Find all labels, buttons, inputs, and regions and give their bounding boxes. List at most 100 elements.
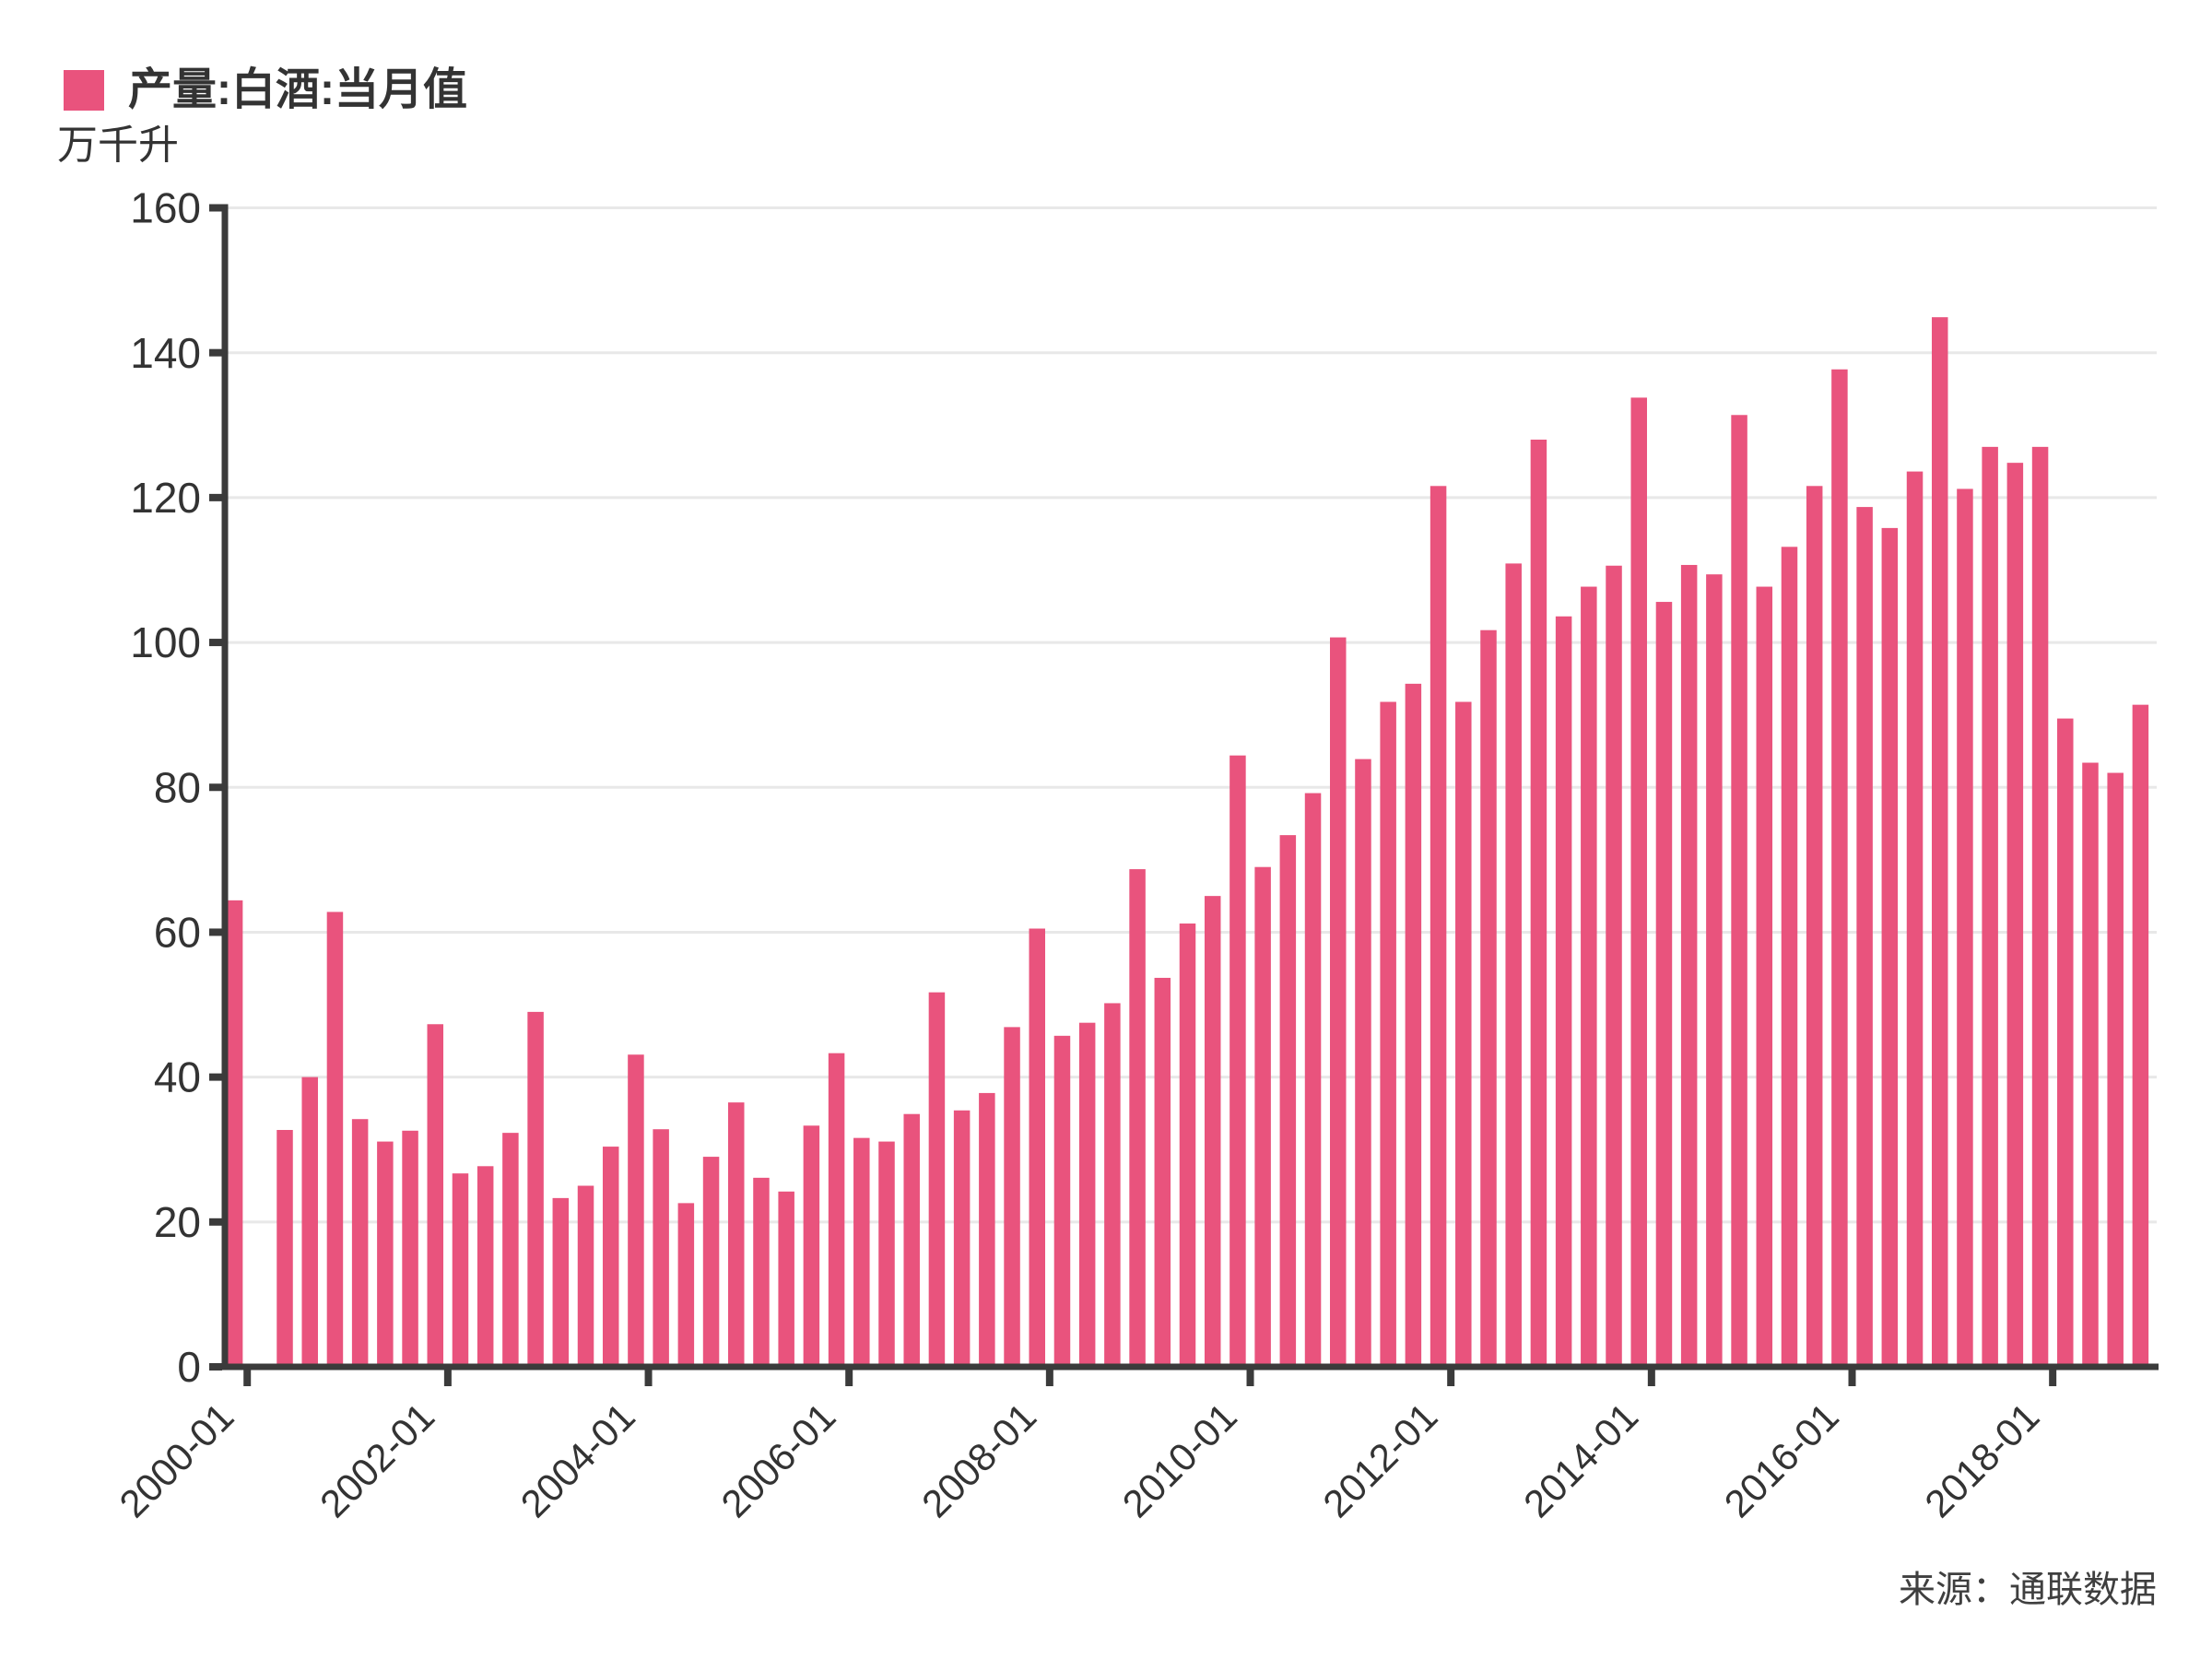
bar-2009-03[interactable]	[1154, 977, 1171, 1367]
bar-2011-09[interactable]	[1405, 683, 1422, 1367]
bar-2003-09[interactable]	[602, 1147, 619, 1367]
bar-2015-12[interactable]	[1831, 369, 1848, 1368]
bar-2016-09[interactable]	[1906, 471, 1924, 1367]
bar-2010-06[interactable]	[1279, 835, 1297, 1367]
bar-2000-09[interactable]	[301, 1077, 318, 1367]
y-tick-label: 80	[154, 763, 201, 811]
bar-2015-03[interactable]	[1756, 586, 1773, 1367]
bar-2009-06[interactable]	[1179, 924, 1196, 1367]
bar-2013-06[interactable]	[1581, 586, 1597, 1367]
bar-2014-12[interactable]	[1731, 415, 1747, 1368]
bar-2004-06[interactable]	[677, 1203, 695, 1367]
x-tick-label: 2000-01	[111, 1394, 241, 1525]
x-tick-label: 2006-01	[712, 1394, 843, 1525]
bar-2018-09[interactable]	[2107, 772, 2124, 1367]
bar-2003-12[interactable]	[628, 1054, 644, 1367]
bar-2001-09[interactable]	[402, 1130, 418, 1367]
y-tick-label: 120	[130, 474, 201, 522]
bar-2014-09[interactable]	[1706, 574, 1723, 1367]
bar-2010-09[interactable]	[1304, 793, 1322, 1367]
bar-2005-06[interactable]	[778, 1191, 794, 1367]
bar-2005-12[interactable]	[828, 1053, 845, 1367]
bar-2011-12[interactable]	[1430, 486, 1447, 1367]
bar-2010-12[interactable]	[1329, 637, 1347, 1367]
legend-swatch	[64, 70, 104, 111]
x-tick-label: 2008-01	[913, 1394, 1044, 1525]
bar-2009-12[interactable]	[1230, 755, 1246, 1367]
bar-2016-12[interactable]	[1931, 317, 1948, 1368]
bar-1999-12[interactable]	[226, 900, 243, 1367]
bar-2006-06[interactable]	[878, 1141, 895, 1367]
bar-2017-03[interactable]	[1957, 488, 1973, 1367]
bar-2018-06[interactable]	[2082, 762, 2099, 1367]
bar-2002-03[interactable]	[452, 1173, 469, 1367]
bar-2011-03[interactable]	[1355, 759, 1371, 1367]
bar-2015-09[interactable]	[1806, 486, 1823, 1367]
y-tick-label: 60	[154, 909, 201, 957]
bar-2014-03[interactable]	[1655, 602, 1673, 1367]
bar-2003-03[interactable]	[552, 1197, 570, 1367]
bar-2008-06[interactable]	[1078, 1022, 1096, 1367]
bar-2017-06[interactable]	[1982, 446, 1998, 1367]
bar-2009-09[interactable]	[1204, 896, 1221, 1367]
bar-2016-06[interactable]	[1881, 527, 1899, 1367]
source-label: 来源：通联数据	[1899, 1570, 2157, 1610]
bar-2008-09[interactable]	[1104, 1003, 1121, 1367]
bar-2002-12[interactable]	[527, 1011, 544, 1367]
bar-2010-03[interactable]	[1254, 866, 1271, 1367]
x-tick-label: 2014-01	[1515, 1394, 1646, 1525]
bar-2006-12[interactable]	[928, 992, 946, 1367]
bar-2013-03[interactable]	[1555, 616, 1572, 1367]
y-tick-label: 0	[177, 1343, 201, 1391]
bar-2008-03[interactable]	[1053, 1035, 1071, 1367]
y-tick-label: 20	[154, 1198, 201, 1246]
bar-2008-12[interactable]	[1129, 869, 1146, 1367]
bar-2016-03[interactable]	[1856, 507, 1873, 1367]
y-tick-label: 100	[130, 618, 201, 666]
legend-label: 产量:白酒:当月值	[128, 65, 467, 114]
x-tick-label: 2012-01	[1314, 1394, 1445, 1525]
bar-2017-12[interactable]	[2031, 446, 2049, 1367]
x-tick-label: 2002-01	[312, 1394, 442, 1525]
bar-2012-12[interactable]	[1530, 440, 1547, 1367]
bar-2014-06[interactable]	[1680, 564, 1698, 1367]
bar-2007-09[interactable]	[1004, 1027, 1020, 1367]
legend-item[interactable]: 产量:白酒:当月值	[64, 68, 467, 112]
bar-2000-06[interactable]	[276, 1129, 293, 1367]
bar-2005-09[interactable]	[803, 1125, 820, 1367]
y-tick-label: 140	[130, 329, 201, 377]
bar-2001-06[interactable]	[377, 1141, 394, 1367]
bar-2002-09[interactable]	[502, 1133, 519, 1367]
bar-2003-06[interactable]	[577, 1185, 594, 1367]
x-tick-label: 2010-01	[1114, 1394, 1245, 1525]
x-tick-label: 2016-01	[1716, 1394, 1847, 1525]
y-tick-label: 160	[130, 184, 201, 232]
bar-2007-12[interactable]	[1029, 928, 1046, 1367]
bar-2005-03[interactable]	[753, 1177, 770, 1367]
bar-2011-06[interactable]	[1380, 701, 1396, 1367]
y-tick-label: 40	[154, 1053, 201, 1101]
x-tick-label: 2004-01	[512, 1394, 643, 1525]
bar-2017-09[interactable]	[2006, 463, 2024, 1367]
bar-2001-12[interactable]	[427, 1024, 444, 1367]
bar-2013-12[interactable]	[1630, 397, 1647, 1367]
bar-2006-09[interactable]	[903, 1113, 920, 1367]
bar-2012-09[interactable]	[1505, 563, 1522, 1367]
bar-2000-12[interactable]	[326, 912, 344, 1367]
bar-2018-03[interactable]	[2057, 718, 2074, 1367]
bar-2012-03[interactable]	[1455, 701, 1472, 1367]
bar-2001-03[interactable]	[351, 1119, 369, 1367]
bar-2015-06[interactable]	[1781, 547, 1798, 1367]
bar-2004-12[interactable]	[728, 1102, 745, 1367]
bar-2004-09[interactable]	[702, 1157, 720, 1367]
bar-2002-06[interactable]	[477, 1166, 494, 1367]
bar-2007-06[interactable]	[979, 1092, 995, 1367]
bar-2007-03[interactable]	[953, 1110, 971, 1367]
bar-2006-03[interactable]	[853, 1137, 870, 1367]
bar-2013-09[interactable]	[1606, 565, 1622, 1367]
bar-2012-06[interactable]	[1480, 629, 1497, 1367]
bar-2004-03[interactable]	[653, 1129, 669, 1367]
x-tick-label: 2018-01	[1916, 1394, 2047, 1525]
bar-2018-12[interactable]	[2132, 704, 2149, 1367]
